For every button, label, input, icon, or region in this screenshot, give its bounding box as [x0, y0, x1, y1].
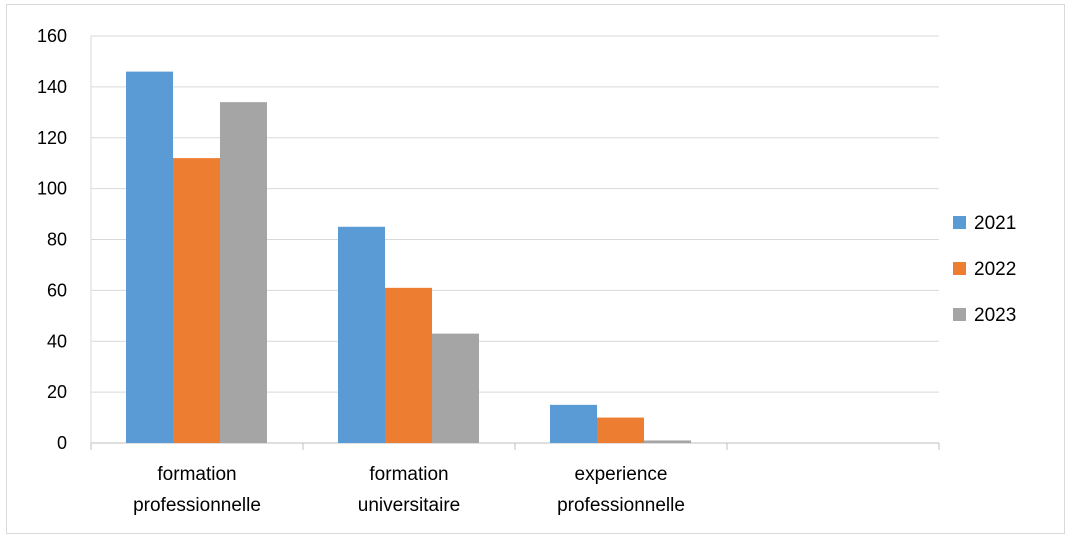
y-tick-label: 0 — [57, 433, 67, 453]
bar — [597, 417, 644, 443]
legend-label: 2021 — [974, 213, 1016, 234]
y-tick-label: 40 — [47, 331, 67, 351]
y-tick-label: 100 — [37, 179, 67, 199]
category-label: universitaire — [358, 495, 460, 516]
bar — [173, 158, 220, 443]
y-tick-label: 20 — [47, 382, 67, 402]
bar — [385, 287, 432, 443]
category-label: professionnelle — [557, 495, 685, 516]
y-tick-label: 140 — [37, 77, 67, 97]
category-label: formation — [157, 464, 236, 485]
bar — [338, 226, 385, 443]
category-label: experience — [575, 464, 668, 485]
legend-swatch — [953, 308, 966, 321]
y-tick-label: 60 — [47, 280, 67, 300]
category-label: formation — [369, 464, 448, 485]
legend-swatch — [953, 216, 966, 229]
y-tick-label: 120 — [37, 128, 67, 148]
y-tick-label: 160 — [37, 26, 67, 46]
legend-label: 2022 — [974, 259, 1016, 280]
y-tick-label: 80 — [47, 230, 67, 250]
legend-swatch — [953, 262, 966, 275]
bar — [220, 102, 267, 443]
bar — [126, 71, 173, 444]
bar — [550, 404, 597, 443]
legend-label: 2023 — [974, 305, 1016, 326]
bar — [644, 440, 691, 443]
bar — [432, 333, 479, 443]
category-label: professionnelle — [133, 495, 261, 516]
